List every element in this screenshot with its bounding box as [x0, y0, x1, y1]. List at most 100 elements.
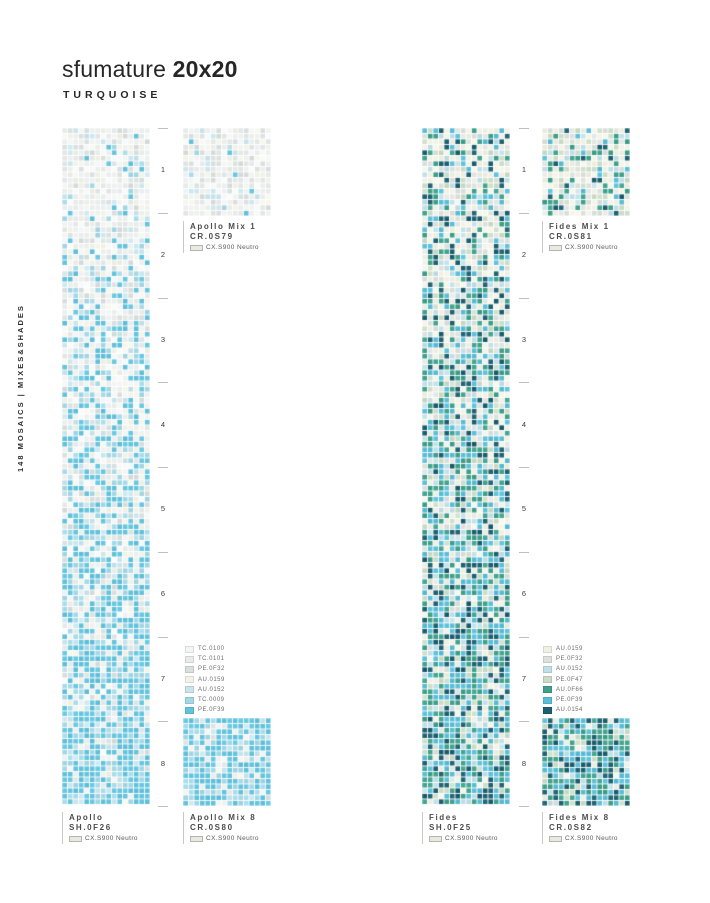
apollo-strip-label: Apollo SH.0F26 CX.S900 Neutro — [62, 812, 138, 844]
scale-tick — [158, 382, 168, 384]
product-name: Fides Mix 8 — [549, 813, 610, 822]
scale-number: 1 — [521, 165, 527, 175]
tile-color-code: PE.0F47 — [556, 676, 583, 683]
tile-color-code: AU.0F66 — [556, 686, 584, 693]
page-title-size: 20x20 — [172, 56, 238, 82]
product-code: CR.0S82 — [549, 823, 593, 832]
legend-item: AU.0152 — [543, 664, 583, 674]
legend-item: AU.0159 — [543, 644, 583, 654]
scale-tick — [158, 467, 168, 468]
scale-number: 2 — [521, 250, 527, 260]
page-title-regular: sfumature — [62, 56, 173, 82]
product-code: CR.0S79 — [190, 232, 234, 241]
scale-number: 3 — [160, 334, 166, 344]
scale-number: 8 — [521, 758, 527, 768]
grout-code: CX.S900 Neutro — [206, 244, 259, 251]
product-code: SH.0F26 — [69, 823, 112, 832]
tile-color-code: AU.0152 — [198, 686, 225, 693]
grout-code: CX.S900 Neutro — [565, 244, 618, 251]
product-name: Apollo — [69, 813, 104, 822]
grout-swatch — [549, 835, 562, 842]
scale-tick — [158, 128, 168, 129]
fides-mix8-mosaic — [542, 718, 630, 806]
apollo-mix8-label: Apollo Mix 8 CR.0S80 CX.S900 Neutro — [183, 812, 259, 844]
page-title: sfumature 20x20 — [62, 56, 238, 83]
grout-row: CX.S900 Neutro — [549, 835, 618, 842]
fides-shade-strip-mosaic — [422, 128, 510, 805]
product-name: Apollo Mix 1 — [190, 222, 257, 231]
apollo-color-legend: TC.0100 TC.0101 PE.0F32 AU.0159 AU.0152 TC.00… — [185, 644, 225, 715]
grout-swatch — [549, 244, 562, 251]
legend-item: AU.0159 — [185, 675, 225, 685]
scale-number: 6 — [521, 589, 527, 599]
scale-tick — [519, 806, 529, 807]
scale-number: 6 — [160, 589, 166, 599]
grout-code: CX.S900 Neutro — [565, 835, 618, 842]
scale-number: 5 — [521, 504, 527, 514]
product-code: CR.0S80 — [190, 823, 234, 832]
apollo-shade-scale: 1 2 3 4 5 6 7 8 — [153, 128, 173, 807]
scale-tick — [158, 212, 168, 214]
tile-color-swatch — [185, 676, 194, 684]
tile-color-swatch — [185, 686, 194, 694]
scale-tick — [519, 212, 529, 214]
scale-tick — [519, 128, 529, 129]
tile-color-code: AU.0159 — [556, 646, 583, 653]
tile-color-code: PE.0F32 — [198, 666, 225, 673]
legend-item: PE.0F39 — [185, 705, 225, 715]
scale-tick — [158, 297, 168, 299]
tile-color-code: AU.0159 — [198, 676, 225, 683]
scale-number: 8 — [160, 758, 166, 768]
tile-color-swatch — [543, 676, 552, 684]
tile-color-swatch — [185, 696, 194, 704]
grout-swatch — [190, 835, 203, 842]
tile-color-swatch — [543, 696, 552, 704]
product-name: Fides — [429, 813, 458, 822]
scale-number: 7 — [160, 673, 166, 683]
scale-tick — [158, 721, 168, 723]
legend-item: PE.0F39 — [543, 695, 583, 705]
scale-number: 2 — [160, 250, 166, 260]
fides-mix1-mosaic — [542, 128, 630, 216]
scale-tick — [519, 467, 529, 468]
scale-tick — [158, 806, 168, 807]
tile-color-code: AU.0152 — [556, 666, 583, 673]
color-family-subtitle: TURQUOISE — [63, 89, 162, 101]
tile-color-code: PE.0F39 — [198, 707, 225, 714]
legend-item: TC.0100 — [185, 644, 225, 654]
grout-row: CX.S900 Neutro — [549, 244, 618, 251]
product-name: Fides Mix 1 — [549, 222, 610, 231]
grout-code: CX.S900 Neutro — [206, 835, 259, 842]
scale-tick — [519, 721, 529, 723]
product-code: SH.0F25 — [429, 823, 472, 832]
grout-code: CX.S900 Neutro — [445, 835, 498, 842]
tile-color-code: AU.0154 — [556, 707, 583, 714]
scale-tick — [519, 551, 529, 553]
tile-color-code: TC.0009 — [198, 697, 225, 704]
scale-number: 1 — [160, 165, 166, 175]
grout-swatch — [69, 835, 82, 842]
apollo-mix8-mosaic — [183, 718, 271, 806]
scale-tick — [519, 297, 529, 299]
legend-item: TC.0101 — [185, 654, 225, 664]
legend-item: TC.0009 — [185, 695, 225, 705]
tile-color-code: TC.0101 — [198, 656, 225, 663]
grout-row: CX.S900 Neutro — [69, 835, 138, 842]
grout-row: CX.S900 Neutro — [429, 835, 498, 842]
tile-color-swatch — [543, 665, 552, 673]
apollo-mix1-label: Apollo Mix 1 CR.0S79 CX.S900 Neutro — [183, 221, 259, 253]
grout-row: CX.S900 Neutro — [190, 244, 259, 251]
tile-color-swatch — [543, 686, 552, 694]
scale-tick — [158, 636, 168, 638]
fides-color-legend: AU.0159 PE.0F32 AU.0152 PE.0F47 AU.0F66 PE.0F… — [543, 644, 583, 715]
tile-color-swatch — [185, 655, 194, 663]
legend-item: AU.0152 — [185, 685, 225, 695]
scale-number: 4 — [521, 419, 527, 429]
scale-number: 5 — [160, 504, 166, 514]
tile-color-swatch — [543, 706, 552, 714]
tile-color-swatch — [543, 655, 552, 663]
scale-number: 3 — [521, 334, 527, 344]
fides-mix1-label: Fides Mix 1 CR.0S81 CX.S900 Neutro — [542, 221, 618, 253]
fides-shade-scale: 1 2 3 4 5 6 7 8 — [514, 128, 534, 807]
